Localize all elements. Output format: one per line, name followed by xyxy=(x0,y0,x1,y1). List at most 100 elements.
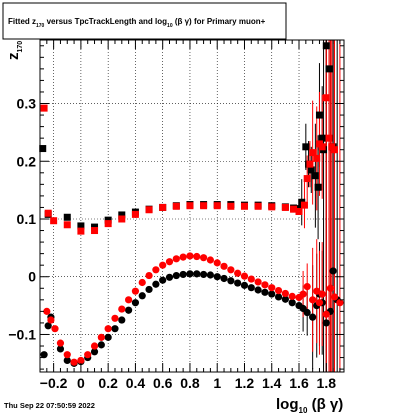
y-axis-title-main: z xyxy=(5,53,22,61)
data-point-circle xyxy=(186,252,194,260)
data-point-circle xyxy=(227,266,235,274)
data-point-circle xyxy=(84,351,92,359)
data-point-circle xyxy=(268,290,276,298)
data-point-circle xyxy=(220,262,228,270)
data-point-square xyxy=(315,111,323,119)
data-point-circle xyxy=(43,307,51,315)
y-tick-label: 0 xyxy=(28,269,36,285)
data-point-circle xyxy=(193,252,201,261)
title-part-c: (β γ) for Primary muon+ xyxy=(173,17,266,26)
data-point-square xyxy=(322,94,330,102)
data-point-circle xyxy=(97,333,105,341)
data-point-circle xyxy=(261,281,269,289)
data-point-square xyxy=(186,202,194,210)
data-point-square xyxy=(313,154,321,162)
data-point-circle xyxy=(268,284,276,292)
x-tick-label: 0.6 xyxy=(153,375,173,391)
data-point-circle xyxy=(322,319,330,327)
data-point-circle xyxy=(274,293,283,301)
data-point-circle xyxy=(303,308,311,317)
data-point-circle xyxy=(159,276,167,284)
data-point-circle xyxy=(329,267,337,275)
data-point-square xyxy=(254,202,262,210)
data-point-circle xyxy=(309,296,317,304)
data-point-circle xyxy=(47,316,55,324)
data-point-circle xyxy=(56,339,65,347)
data-markers xyxy=(39,40,344,372)
y-tick-label: −0.1 xyxy=(8,326,36,342)
data-point-circle xyxy=(288,292,296,300)
data-point-square xyxy=(307,166,315,174)
data-point-circle xyxy=(63,351,71,359)
x-tick-label: 1.2 xyxy=(235,375,255,391)
data-point-circle xyxy=(51,325,59,333)
data-point-circle xyxy=(138,278,146,287)
data-point-square xyxy=(200,202,208,210)
data-point-circle xyxy=(152,280,160,288)
y-axis-title: z170 xyxy=(5,41,24,60)
timestamp: Thu Sep 22 07:50:59 2022 xyxy=(4,401,95,410)
data-point-circle xyxy=(138,292,146,300)
data-point-square xyxy=(91,227,99,235)
data-point-circle xyxy=(281,289,289,298)
data-point-circle xyxy=(299,290,307,298)
x-tick-label: 0.4 xyxy=(126,375,146,391)
data-point-square xyxy=(118,215,126,223)
axes: −0.2 0 0.2 0.4 0.6 0.8 1 1.2 1.4 1.6 1.8 −0.1 0 0.1 0.… xyxy=(8,39,345,391)
data-point-square xyxy=(50,217,58,225)
data-point-circle xyxy=(315,299,324,307)
data-point-circle xyxy=(125,296,133,304)
data-point-circle xyxy=(326,284,334,292)
data-point-square xyxy=(302,143,310,151)
data-point-circle xyxy=(97,341,105,349)
data-point-circle xyxy=(111,325,119,333)
y-tick-label: 0.1 xyxy=(17,211,37,227)
title-frame xyxy=(2,2,287,40)
y-axis-title-sub: 170 xyxy=(17,41,24,53)
data-point-square xyxy=(77,227,85,235)
data-point-square xyxy=(306,160,314,168)
y-tick-label: 0.2 xyxy=(17,153,37,169)
data-point-circle xyxy=(254,286,262,294)
data-point-circle xyxy=(44,322,52,330)
plot-frame xyxy=(39,39,345,373)
data-point-circle xyxy=(111,314,119,322)
data-point-circle xyxy=(186,270,194,278)
title-part-b: versus TpcTrackLength and log xyxy=(44,17,167,26)
data-point-circle xyxy=(145,285,153,294)
x-tick-label: 1.4 xyxy=(262,375,282,391)
data-point-circle xyxy=(303,282,311,291)
data-point-square xyxy=(295,207,303,215)
data-point-circle xyxy=(220,274,228,283)
data-point-circle xyxy=(172,271,180,280)
data-point-circle xyxy=(213,273,221,281)
data-point-square xyxy=(318,143,326,151)
data-point-square xyxy=(227,202,235,210)
data-point-circle xyxy=(40,351,48,359)
data-point-circle xyxy=(234,269,242,277)
title-sub-10: 10 xyxy=(167,23,173,29)
data-point-square xyxy=(268,203,276,211)
data-point-circle xyxy=(309,313,317,321)
x-tick-label: 1 xyxy=(213,375,221,391)
x-axis-title-main: log xyxy=(276,396,299,413)
data-point-circle xyxy=(336,299,344,307)
x-tick-label: 0.8 xyxy=(180,375,200,391)
x-tick-label: −0.2 xyxy=(40,375,68,391)
data-point-square xyxy=(172,202,180,210)
data-point-circle xyxy=(118,316,126,324)
data-point-circle xyxy=(240,281,249,289)
data-point-circle xyxy=(70,358,78,366)
data-point-circle xyxy=(322,310,330,318)
data-point-circle xyxy=(206,256,215,264)
data-point-circle xyxy=(104,325,112,333)
x-tick-label: 0 xyxy=(77,375,85,391)
data-point-square xyxy=(77,222,85,230)
data-point-circle xyxy=(313,287,321,295)
data-point-circle xyxy=(145,271,153,280)
data-point-square xyxy=(145,206,153,214)
chart-title-box: Fitted z170 versus TpcTrackLength and lo… xyxy=(2,2,287,40)
data-point-circle xyxy=(125,306,133,314)
data-point-square xyxy=(159,203,167,211)
